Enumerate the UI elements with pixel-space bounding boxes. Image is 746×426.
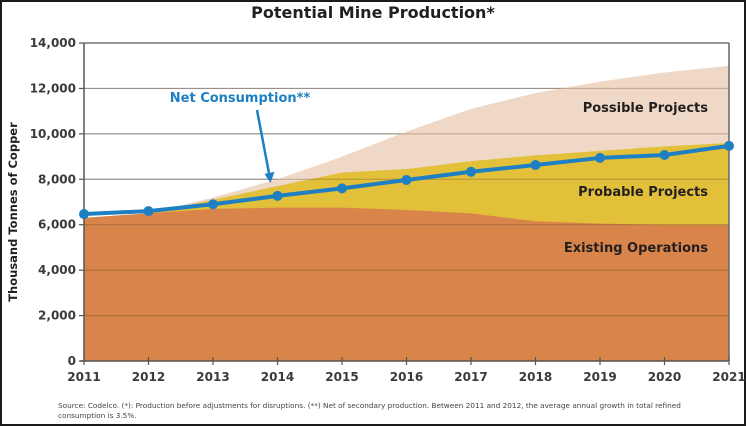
x-tick-label: 2018 — [519, 370, 552, 384]
area-label-probable-projects: Probable Projects — [578, 185, 708, 200]
axes — [80, 42, 730, 362]
chart-svg: 02,0004,0006,0008,00010,00012,00014,000 … — [30, 36, 746, 384]
x-tick-label: 2011 — [67, 370, 100, 384]
x-tick-label: 2012 — [132, 370, 165, 384]
annotation-arrow-line — [255, 109, 271, 177]
source-note: Source: Codelco. (*): Production before … — [58, 401, 681, 420]
area-labels: Net Consumption** Existing Operations Prob… — [170, 91, 708, 256]
chart-title: Potential Mine Production* — [251, 3, 495, 22]
y-tick-label: 0 — [68, 354, 76, 368]
annotation-arrow-head — [264, 171, 275, 183]
x-ticks: 2011 2012 2013 2014 2015 2016 2017 2018 2019 2020… — [67, 357, 746, 384]
x-tick-label: 2013 — [196, 370, 229, 384]
x-tick-label: 2020 — [648, 370, 681, 384]
area-existing-operations — [84, 207, 729, 361]
x-tick-label: 2019 — [583, 370, 616, 384]
net-consumption-point — [337, 183, 347, 194]
y-tick-label: 2,000 — [38, 309, 76, 323]
x-tick-label: 2016 — [390, 370, 423, 384]
area-label-existing-operations: Existing Operations — [564, 241, 708, 256]
net-consumption-point — [143, 206, 154, 217]
net-consumption-point — [466, 166, 476, 177]
x-tick-label: 2017 — [454, 370, 487, 384]
net-consumption-point — [272, 190, 283, 201]
y-ticks: 0 2,000 4,000 6,000 8,000 10,000 12,000 14,000 — [30, 36, 84, 368]
net-consumption-point — [208, 199, 218, 210]
y-tick-label: 4,000 — [38, 263, 76, 277]
areas — [84, 65, 729, 361]
area-label-possible-projects: Possible Projects — [583, 101, 709, 116]
x-tick-label: 2015 — [325, 370, 358, 384]
x-tick-label: 2014 — [261, 370, 294, 384]
y-tick-label: 10,000 — [30, 127, 76, 141]
y-tick-label: 12,000 — [30, 81, 76, 95]
y-tick-label: 8,000 — [38, 172, 76, 186]
net-consumption-point — [724, 140, 734, 151]
net-consumption-line — [79, 140, 734, 220]
net-consumption-point — [79, 209, 89, 220]
net-consumption-point — [530, 159, 541, 170]
net-consumption-point — [401, 174, 412, 185]
net-consumption-point — [659, 149, 670, 160]
net-consumption-label: Net Consumption** — [170, 91, 311, 106]
x-tick-label: 2021 — [712, 370, 745, 384]
y-tick-label: 6,000 — [38, 218, 76, 232]
net-consumption-point — [595, 152, 605, 163]
y-tick-label: 14,000 — [30, 36, 76, 50]
